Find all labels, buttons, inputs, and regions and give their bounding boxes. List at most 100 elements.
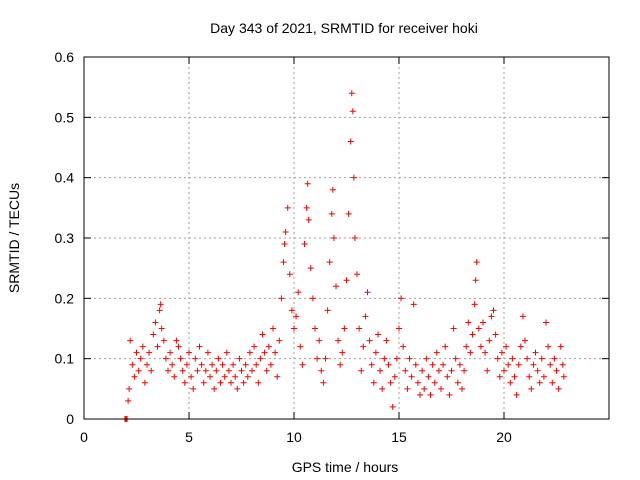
data-point (167, 349, 174, 356)
data-point (190, 385, 197, 392)
data-point (547, 361, 554, 368)
data-point (406, 355, 413, 362)
data-point (280, 259, 287, 266)
data-point (350, 174, 357, 181)
data-point (377, 367, 384, 374)
data-point (366, 337, 373, 344)
y-tick-label: 0.1 (55, 351, 75, 367)
data-point (257, 355, 264, 362)
data-point (131, 373, 138, 380)
data-point (225, 367, 232, 374)
x-tick-label: 20 (496, 429, 512, 445)
data-point (538, 355, 545, 362)
data-point (354, 271, 360, 278)
data-point (316, 337, 323, 344)
data-point (238, 367, 245, 374)
data-point (234, 385, 241, 392)
data-point (232, 373, 239, 380)
data-point (129, 361, 136, 368)
data-point (188, 373, 195, 380)
data-point (551, 355, 558, 362)
data-point (253, 361, 260, 368)
x-tick-label: 10 (286, 429, 302, 445)
data-point (559, 361, 566, 368)
data-point (421, 385, 428, 392)
data-point (553, 367, 560, 374)
data-point (534, 367, 541, 374)
data-point (139, 343, 146, 350)
data-point (133, 349, 140, 356)
data-point (400, 343, 407, 350)
data-point (186, 349, 192, 356)
data-point (242, 361, 249, 368)
data-point (522, 337, 528, 344)
data-point (320, 379, 327, 386)
data-point (255, 379, 262, 386)
data-point (496, 373, 503, 380)
data-point (524, 355, 531, 362)
data-point (276, 337, 283, 344)
data-point (198, 361, 205, 368)
data-point (318, 367, 325, 374)
data-point (517, 343, 524, 350)
data-point (179, 367, 186, 374)
data-point (322, 355, 329, 362)
data-point (339, 349, 346, 356)
data-point (204, 349, 211, 356)
data-point (427, 391, 434, 398)
data-point (284, 204, 291, 211)
data-point (267, 361, 274, 368)
data-point (469, 331, 476, 338)
data-point (202, 367, 209, 374)
data-point (513, 391, 520, 398)
data-point (261, 349, 268, 356)
data-point (282, 228, 289, 235)
data-point (192, 355, 199, 362)
data-point (125, 397, 132, 404)
data-point (375, 331, 381, 338)
data-point (175, 343, 182, 350)
y-tick-label: 0 (66, 411, 74, 427)
data-point (385, 361, 392, 368)
data-point (429, 361, 436, 368)
data-point (410, 301, 417, 308)
data-point (480, 319, 486, 326)
data-point (459, 385, 465, 392)
data-point (281, 241, 288, 248)
data-point (446, 391, 453, 398)
data-point (450, 325, 457, 332)
data-point (372, 349, 379, 356)
data-point (557, 343, 564, 350)
data-point (536, 379, 543, 386)
data-point (472, 277, 479, 284)
data-point (387, 379, 394, 386)
data-point (435, 367, 442, 374)
data-point (442, 343, 449, 350)
data-point (173, 337, 180, 344)
data-point (297, 343, 304, 350)
data-point (494, 355, 501, 362)
data-point (511, 373, 518, 380)
data-point (364, 289, 371, 296)
data-point (211, 385, 218, 392)
data-point (200, 379, 207, 386)
data-point (475, 325, 482, 332)
data-point (396, 325, 402, 332)
data-point (477, 343, 484, 350)
data-point (498, 349, 505, 356)
data-point (272, 349, 279, 356)
data-point (492, 331, 499, 338)
data-point (228, 379, 234, 386)
data-point (448, 367, 455, 374)
data-point (482, 349, 489, 356)
grid-lines (84, 57, 609, 419)
data-point (335, 337, 342, 344)
data-point (150, 331, 157, 338)
x-tick-label: 15 (391, 429, 407, 445)
data-point (270, 325, 276, 332)
data-point (444, 373, 451, 380)
data-point (330, 235, 337, 241)
data-point (463, 343, 470, 350)
data-point (368, 361, 375, 368)
